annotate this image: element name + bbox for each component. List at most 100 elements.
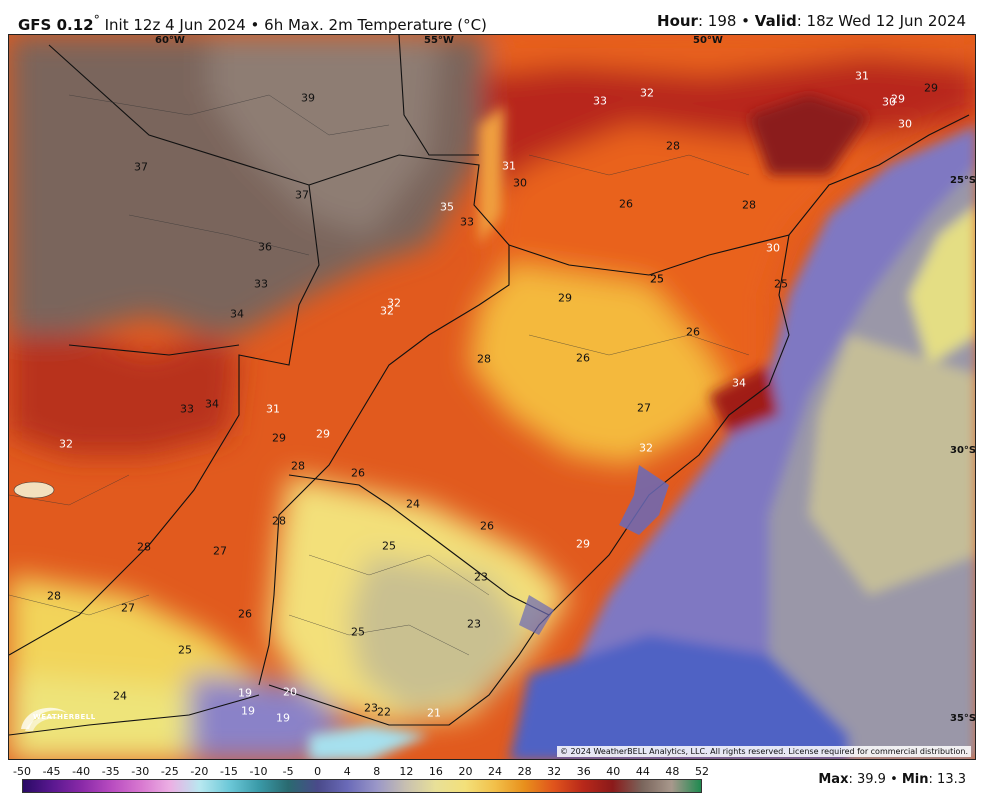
lat-label: 30°S: [950, 445, 976, 456]
temperature-value-label: 32: [387, 296, 401, 310]
copyright-notice: © 2024 WeatherBELL Analytics, LLC. All r…: [557, 746, 971, 757]
temperature-value-label: 25: [178, 643, 192, 657]
min-value: : 13.3: [928, 772, 966, 787]
colorbar-tick-label: -20: [190, 765, 209, 778]
temperature-value-label: 25: [774, 277, 788, 291]
header: GFS 0.12° Init 12z 4 Jun 2024 • 6h Max. …: [0, 0, 984, 34]
temperature-value-label: 26: [619, 197, 633, 211]
colorbar-tick-label: -30: [131, 765, 150, 778]
colorbar-tick-label: -35: [101, 765, 120, 778]
temperature-value-label: 25: [650, 272, 664, 286]
colorbar-tick-label: 4: [343, 765, 351, 778]
max-value: : 39.9 •: [848, 772, 902, 787]
temperature-value-label: 20: [283, 685, 297, 699]
temperature-value-label: 28: [477, 352, 491, 366]
temperature-value-label: 37: [134, 160, 148, 174]
temperature-value-label: 37: [295, 188, 309, 202]
temperature-value-label: 26: [238, 607, 252, 621]
colorbar-tick-label: 24: [488, 765, 503, 778]
temperature-value-label: 29: [316, 427, 330, 441]
temperature-value-label: 31: [855, 69, 869, 83]
temperature-value-label: 21: [427, 706, 441, 720]
temperature-value-label: 26: [686, 325, 700, 339]
colorbar-tick-label: 40: [606, 765, 621, 778]
temperature-value-label: 29: [891, 92, 905, 106]
temperature-value-label: 31: [502, 159, 516, 173]
temperature-value-label: 27: [121, 601, 135, 615]
valid-time: Hour: 198 • Valid: 18z Wed 12 Jun 2024: [657, 12, 966, 30]
temperature-value-label: 23: [364, 701, 378, 715]
lon-label: 60°W: [155, 35, 185, 46]
temperature-value-label: 35: [440, 200, 454, 214]
temperature-value-label: 30: [882, 95, 896, 109]
hour-value: : 198 •: [697, 12, 755, 30]
init-text: Init 12z 4 Jun 2024 • 6h Max. 2m Tempera…: [99, 16, 487, 34]
colorbar-tick-label: 20: [458, 765, 473, 778]
temperature-value-label: 28: [47, 589, 61, 603]
temperature-value-label: 30: [766, 241, 780, 255]
temperature-value-label: 19: [241, 704, 255, 718]
temperature-value-label: 26: [351, 466, 365, 480]
colorbar-tick-label: 36: [576, 765, 591, 778]
temperature-value-label: 28: [291, 459, 305, 473]
temperature-value-label: 19: [238, 686, 252, 700]
temperature-value-label: 23: [467, 617, 481, 631]
temperature-value-label: 32: [639, 441, 653, 455]
lon-label: 50°W: [693, 35, 723, 46]
min-label: Min: [901, 772, 929, 787]
logo-swirl: [21, 707, 67, 731]
colorbar-tick-label: 0: [314, 765, 322, 778]
temperature-value-label: 29: [272, 431, 286, 445]
lat-label: 35°S: [950, 713, 976, 724]
temperature-value-label: 39: [301, 91, 315, 105]
temperature-value-label: 24: [406, 497, 420, 511]
temperature-value-label: 27: [637, 401, 651, 415]
colorbar-tick-label: -15: [219, 765, 238, 778]
weatherbell-logo: WEATHERBELL: [15, 699, 99, 737]
colorbar-tick-label: 16: [428, 765, 443, 778]
colorbar-tick-label: 44: [635, 765, 650, 778]
max-label: Max: [818, 772, 849, 787]
temperature-value-label: 34: [205, 397, 219, 411]
max-min-stats: Max: 39.9 • Min: 13.3: [818, 772, 966, 787]
degree-sign: °: [93, 12, 100, 27]
temperature-value-label: 32: [380, 304, 394, 318]
temperature-value-label: 29: [558, 291, 572, 305]
temperature-value-label: 30: [513, 176, 527, 190]
valid-label: Valid: [754, 12, 797, 30]
temperature-value-label: 23: [474, 570, 488, 584]
colorbar: [22, 779, 702, 793]
colorbar-tick-label: -25: [160, 765, 179, 778]
colorbar-tick-label: -45: [42, 765, 61, 778]
temperature-value-label: 28: [742, 198, 756, 212]
valid-value: : 18z Wed 12 Jun 2024: [796, 12, 966, 30]
temperature-value-label: 36: [258, 240, 272, 254]
colorbar-tick-label: 48: [665, 765, 680, 778]
temperature-value-label: 32: [59, 437, 73, 451]
temperature-value-label: 29: [576, 537, 590, 551]
temperature-value-label: 25: [351, 625, 365, 639]
temperature-value-label: 28: [272, 514, 286, 528]
temperature-value-label: 27: [213, 544, 227, 558]
temperature-map: 39 37 37 36 33 34 33 34 31 32 29 29 28 28 27 28 27 26 25 24…: [8, 34, 976, 760]
colorbar-tick-label: 12: [399, 765, 414, 778]
temperature-value-label: 19: [276, 711, 290, 725]
temperature-value-label: 26: [576, 351, 590, 365]
temperature-value-label: 33: [254, 277, 268, 291]
colorbar-tick-label: 52: [695, 765, 709, 778]
temperature-value-label: 29: [924, 81, 938, 95]
temperature-value-label: 24: [113, 689, 127, 703]
temperature-value-label: 31: [266, 402, 280, 416]
temperature-value-label: 22: [377, 705, 391, 719]
temperature-value-label: 33: [460, 215, 474, 229]
colorbar-tick-label: 28: [517, 765, 532, 778]
model-title: GFS 0.12° Init 12z 4 Jun 2024 • 6h Max. …: [18, 12, 487, 34]
colorbar-tick-label: 32: [547, 765, 562, 778]
hour-label: Hour: [657, 12, 698, 30]
temperature-value-label: 28: [666, 139, 680, 153]
colorbar-tick-label: -10: [249, 765, 268, 778]
temperature-value-label: 26: [480, 519, 494, 533]
temperature-value-label: 25: [382, 539, 396, 553]
temperature-value-label: 33: [593, 94, 607, 108]
colorbar-tick-label: -50: [13, 765, 31, 778]
